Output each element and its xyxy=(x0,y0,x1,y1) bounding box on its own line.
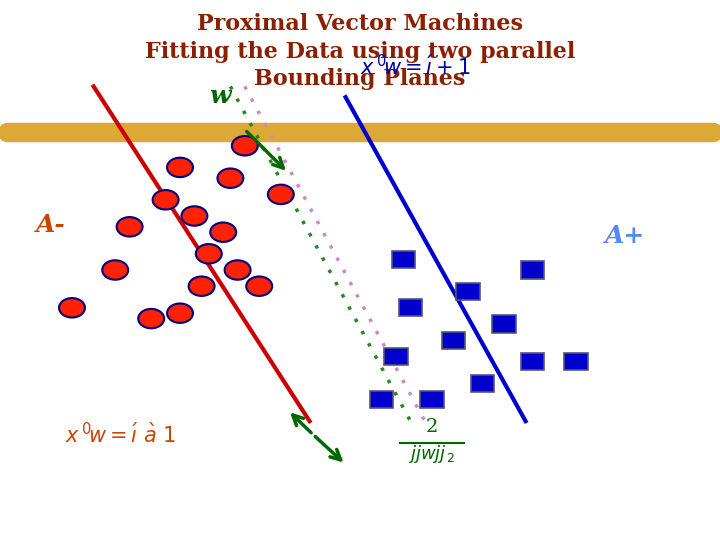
Circle shape xyxy=(246,276,272,296)
Bar xyxy=(471,375,494,392)
Circle shape xyxy=(196,244,222,264)
Circle shape xyxy=(117,217,143,237)
Text: 2: 2 xyxy=(426,418,438,436)
Circle shape xyxy=(232,136,258,156)
Text: A-: A- xyxy=(36,213,66,237)
Text: $x\,^0\!w = \mathit{\acute{\imath}} + 1$: $x\,^0\!w = \mathit{\acute{\imath}} + 1$ xyxy=(360,55,470,79)
Text: A+: A+ xyxy=(605,224,645,248)
Circle shape xyxy=(102,260,128,280)
Circle shape xyxy=(181,206,207,226)
Bar xyxy=(420,391,444,408)
Bar xyxy=(564,353,588,370)
Circle shape xyxy=(189,276,215,296)
Bar xyxy=(370,391,393,408)
Bar xyxy=(392,251,415,268)
Text: $x\,^0\!w = \mathit{\acute{\imath}}\ \grave{a}\ 1$: $x\,^0\!w = \mathit{\acute{\imath}}\ \gr… xyxy=(65,422,176,447)
Bar xyxy=(521,261,544,279)
Circle shape xyxy=(225,260,251,280)
Bar xyxy=(521,353,544,370)
Circle shape xyxy=(167,303,193,323)
Bar xyxy=(384,348,408,365)
Circle shape xyxy=(217,168,243,188)
Circle shape xyxy=(268,185,294,204)
Bar xyxy=(456,283,480,300)
Circle shape xyxy=(210,222,236,242)
Bar xyxy=(492,315,516,333)
Circle shape xyxy=(138,309,164,328)
Text: w: w xyxy=(209,84,230,107)
Circle shape xyxy=(167,158,193,177)
Circle shape xyxy=(153,190,179,210)
Bar xyxy=(442,332,465,349)
Bar xyxy=(399,299,422,316)
Text: $\mathit{jjwjj}_{\,2}$: $\mathit{jjwjj}_{\,2}$ xyxy=(408,443,456,465)
Text: Proximal Vector Machines
Fitting the Data using two parallel
Bounding Planes: Proximal Vector Machines Fitting the Dat… xyxy=(145,14,575,90)
Circle shape xyxy=(59,298,85,318)
